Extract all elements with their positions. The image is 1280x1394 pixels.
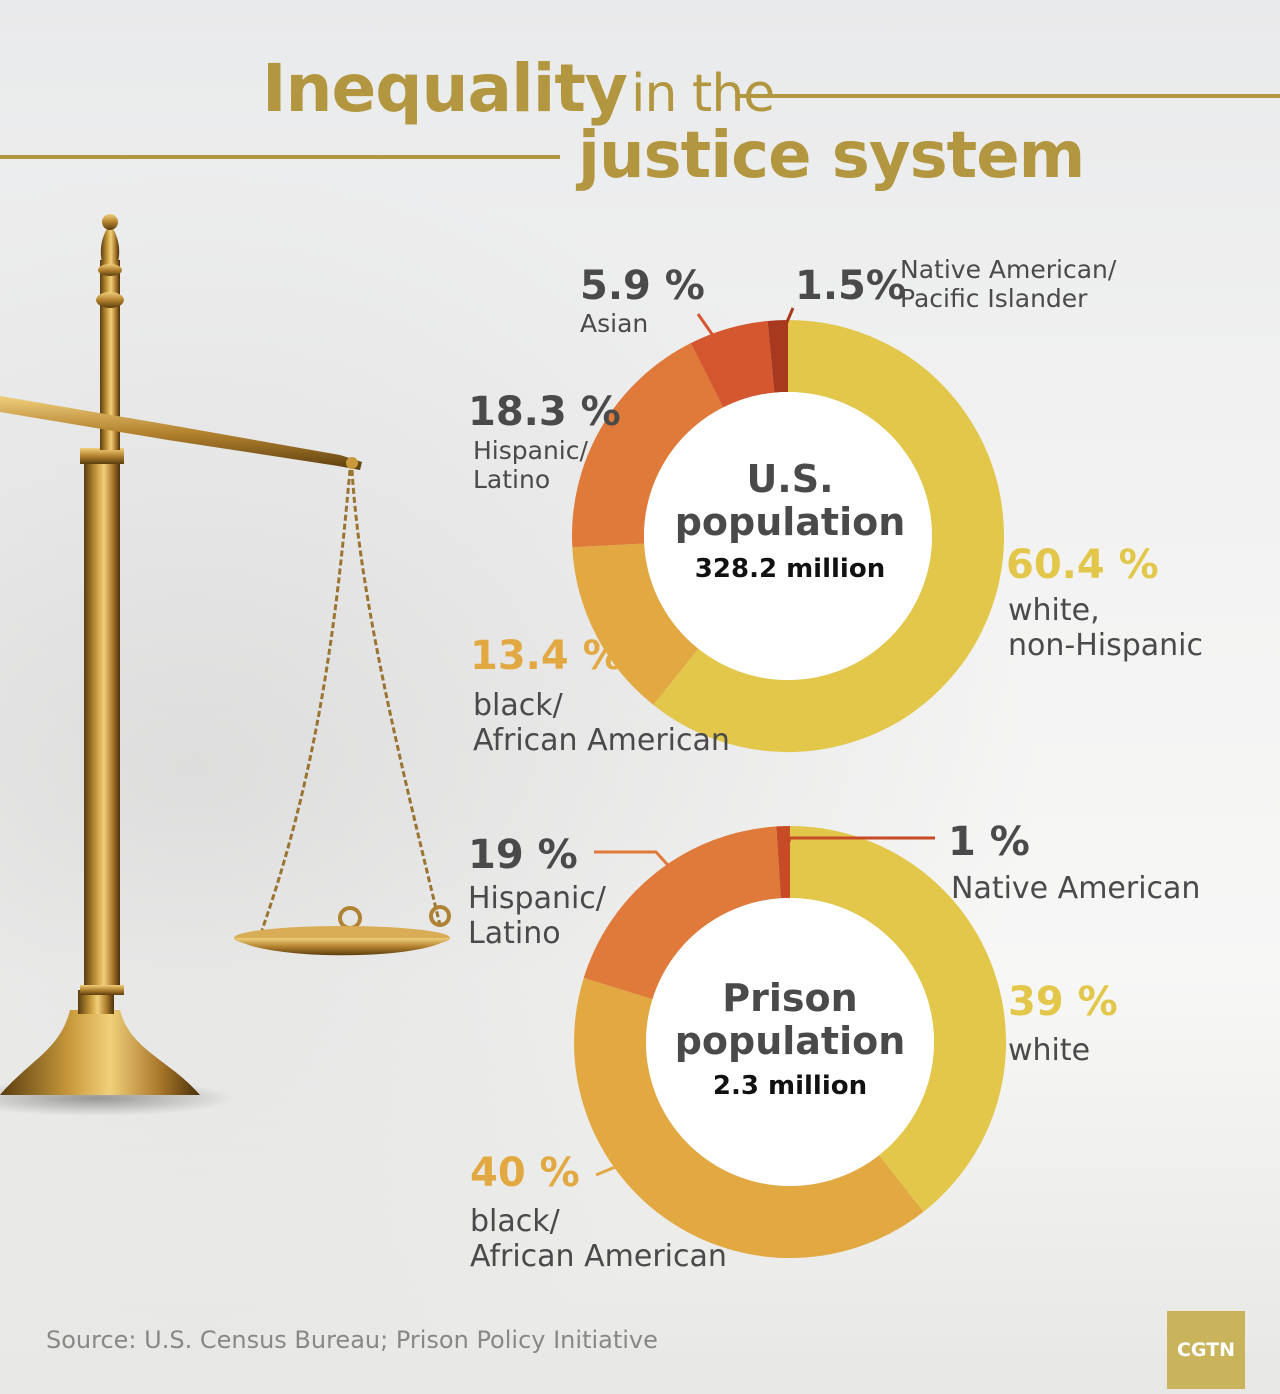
us-black-label-line1: black/ xyxy=(473,688,563,723)
us-native-label-line1: Native American/ xyxy=(900,255,1117,284)
title-bold-word: Inequality xyxy=(262,50,628,127)
title-rule-left xyxy=(0,155,560,159)
leader-line-black xyxy=(605,627,629,647)
prison-black-label-line2: African American xyxy=(470,1238,727,1274)
us-white-pct: 60.4 % xyxy=(1006,542,1159,588)
leader-lines-us xyxy=(605,307,993,647)
donut-segment-native xyxy=(767,320,789,393)
prison-white-label: white xyxy=(1008,1033,1091,1068)
prison-population-title: Prison population xyxy=(660,977,920,1062)
us-black-label-line2: African American xyxy=(473,722,730,758)
cgtn-logo: CGTN xyxy=(1167,1311,1245,1389)
us-asian-pct: 5.9 % xyxy=(580,263,705,309)
prison-hispanic-label-line2: Latino xyxy=(468,915,561,951)
donut-segment-white xyxy=(789,826,1006,1212)
leader-lines-prison xyxy=(594,836,998,1177)
prison-population-total: 2.3 million xyxy=(712,1071,868,1101)
source-note: Source: U.S. Census Bureau; Prison Polic… xyxy=(46,1326,658,1354)
us-population-title-line2: population xyxy=(674,499,906,544)
donut-segment-white xyxy=(653,320,1004,752)
us-hispanic-label-line1: Hispanic/ xyxy=(473,436,588,465)
prison-native-pct: 1 % xyxy=(948,819,1030,865)
us-black-label: black/ African American xyxy=(473,688,730,758)
leader-line-white xyxy=(967,565,993,575)
us-population-title: U.S. population xyxy=(660,458,920,543)
scale-of-justice-illustration xyxy=(0,214,451,1116)
us-native-label: Native American/ Pacific Islander xyxy=(900,255,1117,314)
donut-segment-asian xyxy=(690,320,776,408)
donut-segment-black xyxy=(574,977,924,1258)
prison-native-label: Native American xyxy=(951,871,1201,906)
us-hispanic-label-line2: Latino xyxy=(473,464,551,494)
donut-segment-hispanic xyxy=(583,826,782,1001)
donut-segment-black xyxy=(572,542,700,705)
prison-black-label: black/ African American xyxy=(470,1204,727,1274)
us-population-total: 328.2 million xyxy=(694,554,886,584)
leader-line-native-prison xyxy=(782,836,935,859)
donut-segment-hispanic xyxy=(572,343,724,548)
us-white-label: white, non-Hispanic xyxy=(1008,593,1203,663)
leader-line-asian xyxy=(696,313,732,361)
prison-hispanic-label-line1: Hispanic/ xyxy=(468,881,606,916)
prison-hispanic-pct: 19 % xyxy=(468,832,578,878)
us-hispanic-pct: 18.3 % xyxy=(468,389,621,435)
prison-population-title-line2: population xyxy=(674,1018,906,1063)
title-rule-right xyxy=(735,94,1280,98)
us-black-pct: 13.4 % xyxy=(470,633,623,679)
leader-line-black-prison xyxy=(595,1148,657,1177)
prison-population-title-line1: Prison xyxy=(722,976,858,1020)
prison-hispanic-label: Hispanic/ Latino xyxy=(468,881,606,951)
prison-black-pct: 40 % xyxy=(470,1150,580,1196)
prison-black-label-line1: black/ xyxy=(470,1204,560,1239)
us-white-label-line2: non-Hispanic xyxy=(1008,627,1203,663)
leader-line-native xyxy=(776,307,795,344)
title-line-2: justice system xyxy=(578,119,1085,193)
us-population-donut xyxy=(572,320,1004,752)
us-asian-label: Asian xyxy=(580,309,649,338)
us-population-title-line1: U.S. xyxy=(746,457,834,501)
prison-population-donut xyxy=(574,825,1006,1258)
us-native-label-line2: Pacific Islander xyxy=(900,283,1088,313)
leader-line-hispanic xyxy=(605,436,629,449)
us-white-label-line1: white, xyxy=(1008,593,1100,628)
us-native-pct: 1.5% xyxy=(795,263,906,309)
us-hispanic-label: Hispanic/ Latino xyxy=(473,436,588,495)
prison-white-pct: 39 % xyxy=(1008,979,1118,1025)
donut-center xyxy=(644,392,932,680)
leader-line-hispanic-prison xyxy=(594,850,688,887)
donut-center xyxy=(646,898,934,1186)
